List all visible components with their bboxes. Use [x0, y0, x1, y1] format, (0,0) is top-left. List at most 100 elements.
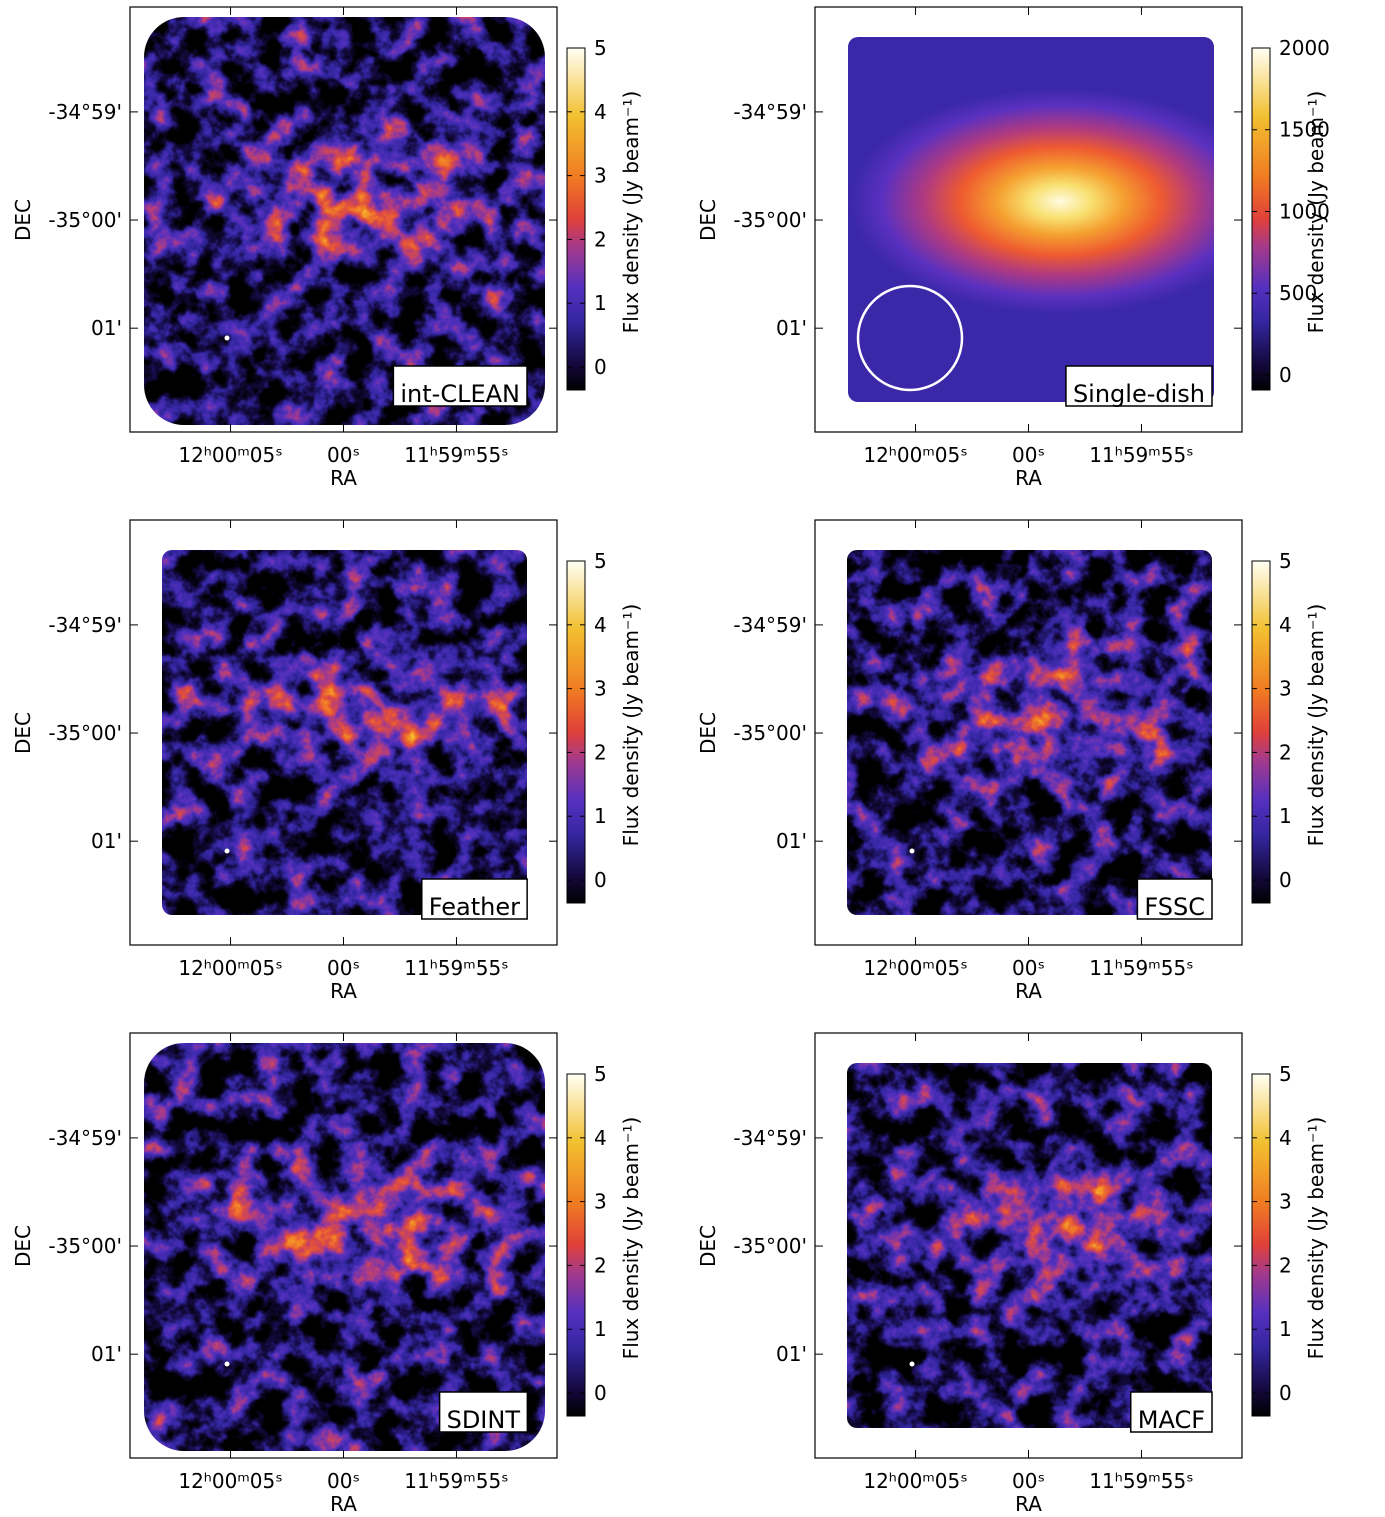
y-tick-label: -34°59': [48, 613, 122, 637]
colorbar-label: Flux density (Jy beam⁻¹): [1304, 604, 1328, 847]
label-box: [1136, 878, 1213, 920]
y-tick-label: 01': [91, 316, 122, 340]
y-axis-label: DEC: [11, 199, 35, 241]
y-tick-label: -35°00': [733, 721, 807, 745]
x-tick-label: 12ʰ00ᵐ05ˢ: [178, 1469, 282, 1493]
colorbar-tick-label: 2: [594, 227, 607, 251]
y-tick-label: -35°00': [733, 208, 807, 232]
x-tick-label: 11ʰ59ᵐ55ˢ: [1089, 1469, 1193, 1493]
beam: [224, 335, 230, 341]
colorbar-tick-label: 4: [1279, 1126, 1292, 1150]
label-box: [1065, 365, 1213, 407]
colorbar-tick-label: 3: [1279, 677, 1292, 701]
y-tick-label: -34°59': [48, 100, 122, 124]
colorbar: [1251, 47, 1271, 391]
x-tick-label: 00ˢ: [327, 1469, 360, 1493]
panel: 12ʰ00ᵐ05ˢ 00ˢ 11ʰ59ᵐ55ˢ -34°59' -35°00' 01' RA…: [696, 6, 1330, 490]
x-tick-label: 12ʰ00ᵐ05ˢ: [178, 956, 282, 980]
image-fill: [162, 550, 527, 915]
y-tick-label: -34°59': [733, 1126, 807, 1150]
colorbar-tick-label: 4: [594, 613, 607, 637]
y-tick-label: 01': [776, 316, 807, 340]
panel-label: SDINT: [447, 1406, 521, 1434]
x-axis-label: RA: [1015, 979, 1042, 1003]
x-tick-label: 00ˢ: [1012, 1469, 1045, 1493]
colorbar-label: Flux density (Jy beam⁻¹): [619, 1117, 643, 1360]
colorbar-label: Flux density (Jy beam⁻¹): [1304, 1117, 1328, 1360]
y-tick-label: -35°00': [48, 208, 122, 232]
y-tick-label: 01': [91, 1342, 122, 1366]
x-axis-label: RA: [330, 979, 357, 1003]
y-tick-label: -35°00': [48, 721, 122, 745]
colorbar-tick-label: 5: [594, 549, 607, 573]
y-tick-label: -34°59': [48, 1126, 122, 1150]
image-fill: [144, 1043, 545, 1451]
colorbar: [566, 47, 586, 391]
x-axis-label: RA: [330, 466, 357, 490]
x-tick-label: 11ʰ59ᵐ55ˢ: [404, 443, 508, 467]
x-tick-label: 12ʰ00ᵐ05ˢ: [863, 1469, 967, 1493]
image-fill: [848, 37, 1214, 402]
image: [144, 1043, 545, 1451]
image: [144, 17, 545, 425]
x-tick-label: 00ˢ: [1012, 956, 1045, 980]
colorbar-tick-label: 4: [594, 1126, 607, 1150]
x-tick-label: 11ʰ59ᵐ55ˢ: [1089, 956, 1193, 980]
x-tick-label: 12ʰ00ᵐ05ˢ: [863, 956, 967, 980]
image-fill: [144, 17, 545, 425]
colorbar-tick-label: 1: [1279, 1317, 1292, 1341]
y-tick-label: 01': [91, 829, 122, 853]
colorbar-tick-label: 2: [1279, 740, 1292, 764]
beam: [224, 848, 230, 854]
beam: [909, 848, 915, 854]
panel-label: int-CLEAN: [400, 380, 520, 408]
image-fill: [847, 1063, 1212, 1428]
panel: 12ʰ00ᵐ05ˢ 00ˢ 11ʰ59ᵐ55ˢ -34°59' -35°00' 01' RA…: [696, 519, 1328, 1003]
colorbar-tick-label: 3: [594, 677, 607, 701]
image: [162, 550, 527, 915]
colorbar-tick-label: 5: [1279, 549, 1292, 573]
colorbar-tick-label: 4: [594, 100, 607, 124]
colorbar-tick-label: 3: [594, 164, 607, 188]
colorbar-tick-label: 0: [1279, 363, 1292, 387]
x-tick-label: 12ʰ00ᵐ05ˢ: [863, 443, 967, 467]
colorbar-label: Flux density (Jy beam⁻¹): [619, 91, 643, 334]
colorbar-tick-label: 0: [594, 868, 607, 892]
colorbar-tick-label: 2: [594, 740, 607, 764]
panel: 12ʰ00ᵐ05ˢ 00ˢ 11ʰ59ᵐ55ˢ -34°59' -35°00' 01' RA…: [11, 1032, 643, 1516]
y-tick-label: 01': [776, 829, 807, 853]
colorbar-tick-label: 0: [594, 1381, 607, 1405]
colorbar-tick-label: 1: [594, 291, 607, 315]
colorbar-tick-label: 1: [594, 1317, 607, 1341]
image-fill: [847, 550, 1212, 915]
image: [847, 1063, 1212, 1428]
panel: 12ʰ00ᵐ05ˢ 00ˢ 11ʰ59ᵐ55ˢ -34°59' -35°00' 01' RA…: [11, 6, 643, 490]
colorbar-tick-label: 1: [1279, 804, 1292, 828]
x-tick-label: 11ʰ59ᵐ55ˢ: [1089, 443, 1193, 467]
y-axis-label: DEC: [696, 1225, 720, 1267]
colorbar-label: Flux density (Jy beam⁻¹): [1304, 91, 1328, 334]
colorbar-tick-label: 5: [594, 1062, 607, 1086]
colorbar-tick-label: 2: [594, 1253, 607, 1277]
colorbar-tick-label: 1500: [1279, 118, 1330, 142]
colorbar-tick-label: 0: [594, 355, 607, 379]
colorbar-tick-label: 5: [594, 36, 607, 60]
panel-label: MACF: [1138, 1406, 1205, 1434]
panel-label: Feather: [429, 893, 520, 921]
colorbar-tick-label: 4: [1279, 613, 1292, 637]
x-tick-label: 00ˢ: [1012, 443, 1045, 467]
x-tick-label: 11ʰ59ᵐ55ˢ: [404, 1469, 508, 1493]
colorbar-tick-label: 0: [1279, 868, 1292, 892]
colorbar-tick-label: 500: [1279, 281, 1317, 305]
image: [847, 550, 1212, 915]
y-axis-label: DEC: [11, 1225, 35, 1267]
y-tick-label: -35°00': [733, 1234, 807, 1258]
panel-label: FSSC: [1144, 893, 1205, 921]
label-box: [438, 1391, 529, 1433]
beam: [856, 284, 964, 392]
colorbar-tick-label: 5: [1279, 1062, 1292, 1086]
colorbar-tick-label: 1000: [1279, 199, 1330, 223]
colorbar-tick-label: 2000: [1279, 36, 1330, 60]
x-tick-label: 00ˢ: [327, 956, 360, 980]
